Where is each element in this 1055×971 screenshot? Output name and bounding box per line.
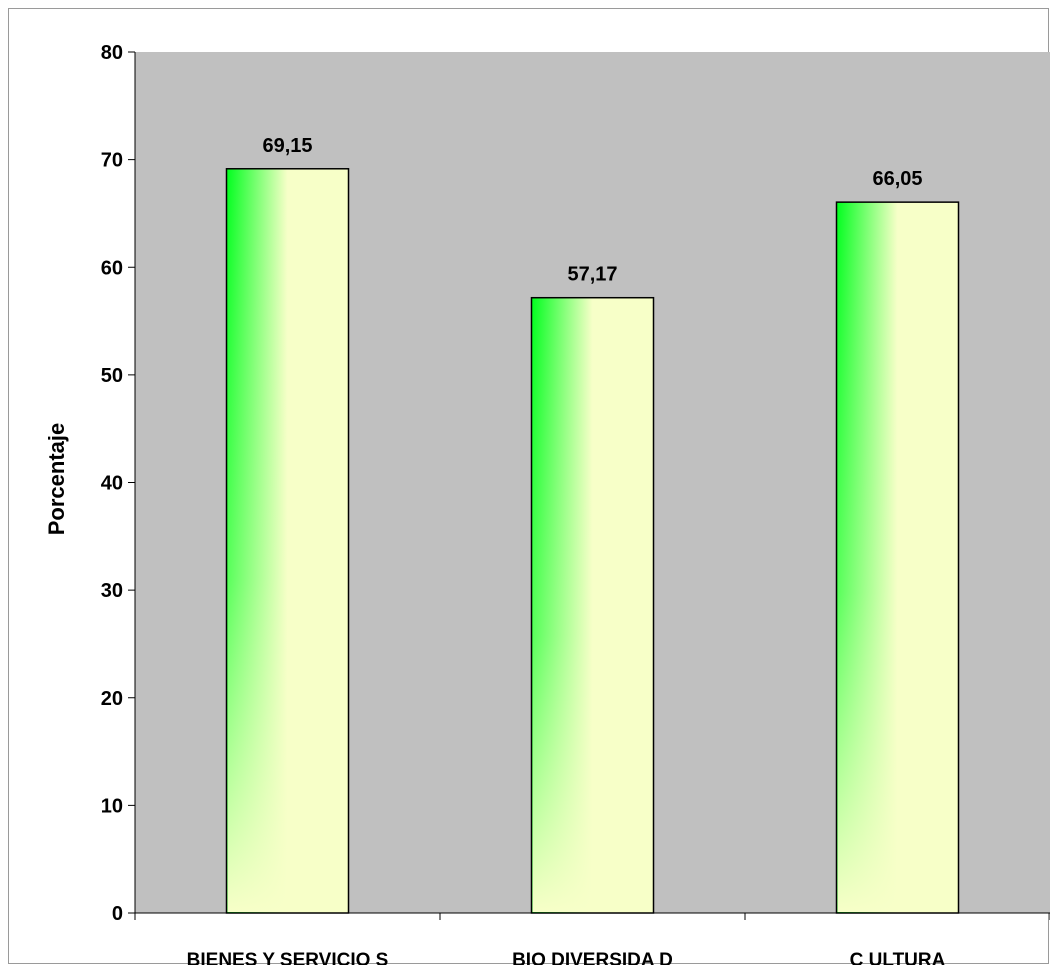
bar-value-label: 69,15 — [262, 135, 312, 157]
y-axis: 0 10 20 30 40 50 60 70 80 — [101, 42, 136, 925]
y-tick-label: 50 — [101, 365, 123, 387]
bar-shading — [532, 298, 653, 912]
y-tick-label: 40 — [101, 473, 123, 495]
y-tick-label: 20 — [101, 688, 123, 710]
bar-value-label: 57,17 — [567, 264, 617, 286]
category-labels: BIENES Y SERVICIO S BIO DIVERSIDA D C ULTU… — [187, 950, 946, 971]
bar-chart: 0 10 20 30 40 50 60 70 80 69,15 57,17 66,05 BIENES… — [44, 42, 1051, 971]
bar-shading — [837, 203, 958, 913]
x-axis — [134, 912, 1051, 920]
y-tick-label: 70 — [101, 150, 123, 172]
y-tick-label: 10 — [101, 795, 123, 817]
y-tick-label: 30 — [101, 580, 123, 602]
x-category-label: BIENES Y SERVICIO S — [187, 950, 389, 965]
bar-shading — [227, 169, 348, 912]
bar-value-label: 66,05 — [872, 168, 922, 190]
y-tick-label: 60 — [101, 257, 123, 279]
bars — [225, 168, 960, 914]
y-axis-title: Porcentaje — [44, 423, 69, 536]
y-tick-label: 0 — [112, 903, 123, 925]
value-labels: 69,15 57,17 66,05 — [262, 135, 922, 286]
x-category-label: C ULTURA — [850, 950, 946, 965]
y-tick-label: 80 — [101, 42, 123, 64]
x-category-label: BIO DIVERSIDA D — [512, 950, 673, 965]
chart-frame: 0 10 20 30 40 50 60 70 80 69,15 57,17 66,05 BIENES… — [8, 8, 1051, 971]
